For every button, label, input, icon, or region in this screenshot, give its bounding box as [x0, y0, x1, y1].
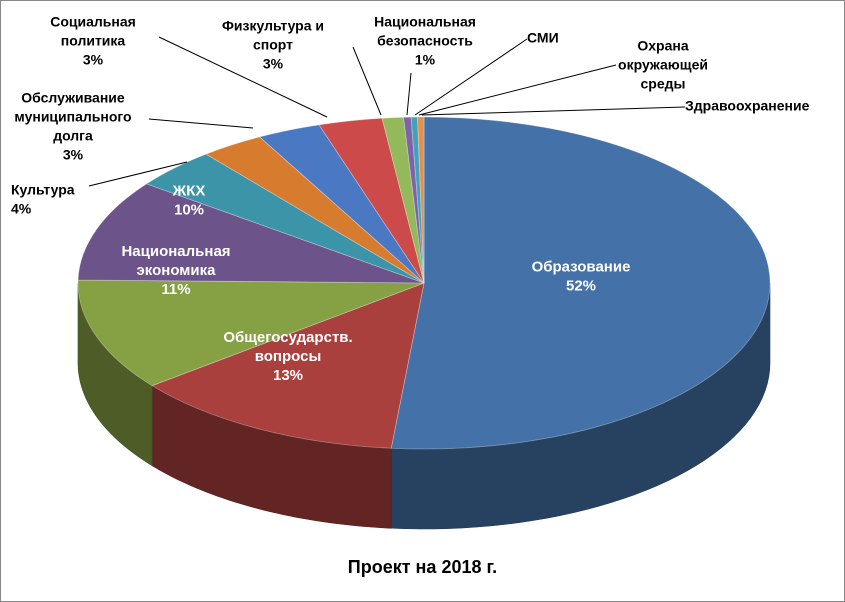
- pie-slice-национальная-безопасность: [381, 116, 425, 284]
- slice-label-охрана-окружающей-среды: среды: [641, 76, 686, 92]
- leader-line-социальная-политика: [158, 36, 328, 118]
- slice-value-физкультура-и-спорт: 3%: [263, 56, 284, 72]
- slice-label-здравоохранение: Здравоохранение: [685, 98, 810, 114]
- slice-label-физкультура-и-спорт: Физкультура и: [222, 18, 324, 34]
- slice-value-жкх: 10%: [174, 201, 204, 218]
- pie-slice-охрана-окружающей-среды: [410, 116, 425, 284]
- pie-slice-культура: [145, 153, 425, 284]
- slice-value-культура: 4%: [11, 201, 32, 217]
- slice-label-общегосударств-вопросы: Общегосударств.: [223, 329, 352, 346]
- leader-line-национальная-безопасность: [406, 72, 412, 116]
- leader-line-здравоохранение: [421, 106, 686, 116]
- pie-slice-здравоохранение: [417, 116, 425, 284]
- pie-slice-физкультура-и-спорт: [318, 117, 425, 284]
- slice-value-обслуживание-муниципального-долга: 3%: [63, 147, 84, 163]
- leader-line-охрана-окружающей-среды: [418, 64, 617, 116]
- slice-label-физкультура-и-спорт: спорт: [253, 37, 293, 53]
- leader-line-физкультура-и-спорт: [352, 46, 382, 116]
- pie-slice-национальная-экономика: [77, 279, 425, 387]
- slice-label-национальная-безопасность: безопасность: [377, 33, 473, 49]
- slice-label-охрана-окружающей-среды: окружающей: [618, 57, 708, 73]
- leader-line-сми: [414, 38, 528, 116]
- pie-slice-общегосударств-вопросы: [151, 282, 425, 449]
- slice-label-обслуживание-муниципального-долга: муниципального: [14, 109, 131, 125]
- slice-value-национальная-безопасность: 1%: [415, 52, 436, 68]
- leader-line-обслуживание-муниципального-долга: [148, 118, 254, 129]
- leader-line-культура: [88, 161, 188, 187]
- pie-top: [77, 116, 771, 450]
- slice-value-общегосударств-вопросы: 13%: [273, 367, 303, 384]
- pie-side-walls: [77, 282, 771, 530]
- pie-slice-образование: [390, 116, 771, 450]
- slice-label-национальная-экономика: экономика: [137, 262, 217, 279]
- pie-slice-жкх: [77, 183, 425, 284]
- slice-label-культура: Культура: [11, 182, 75, 198]
- slice-label-общегосударств-вопросы: вопросы: [255, 348, 322, 365]
- pie-slice-обслуживание-муниципального-долга: [205, 136, 425, 284]
- slice-label-сми: СМИ: [527, 30, 559, 46]
- slice-label-обслуживание-муниципального-долга: Обслуживание: [21, 90, 125, 106]
- slice-label-охрана-окружающей-среды: Охрана: [637, 38, 688, 54]
- pie-slice-сми: [403, 116, 425, 284]
- pie-labels: Образование 52% Общегосударств. вопросы 13% Н…: [11, 14, 810, 384]
- slice-value-национальная-экономика: 11%: [161, 281, 190, 298]
- slice-label-национальная-безопасность: Национальная: [374, 14, 476, 30]
- slice-value-образование: 52%: [566, 277, 596, 294]
- slice-label-жкх: ЖКХ: [172, 182, 206, 199]
- slice-value-социальная-политика: 3%: [83, 52, 104, 68]
- slice-label-образование: Образование: [532, 258, 631, 275]
- slice-label-социальная-политика: политика: [61, 33, 126, 49]
- slice-label-национальная-экономика: Национальная: [121, 243, 230, 260]
- pie-slice-социальная-политика: [258, 124, 425, 284]
- slice-label-социальная-политика: Социальная: [50, 14, 136, 30]
- slice-label-обслуживание-муниципального-долга: долга: [53, 128, 93, 144]
- chart-title: Проект на 2018 г.: [347, 557, 498, 577]
